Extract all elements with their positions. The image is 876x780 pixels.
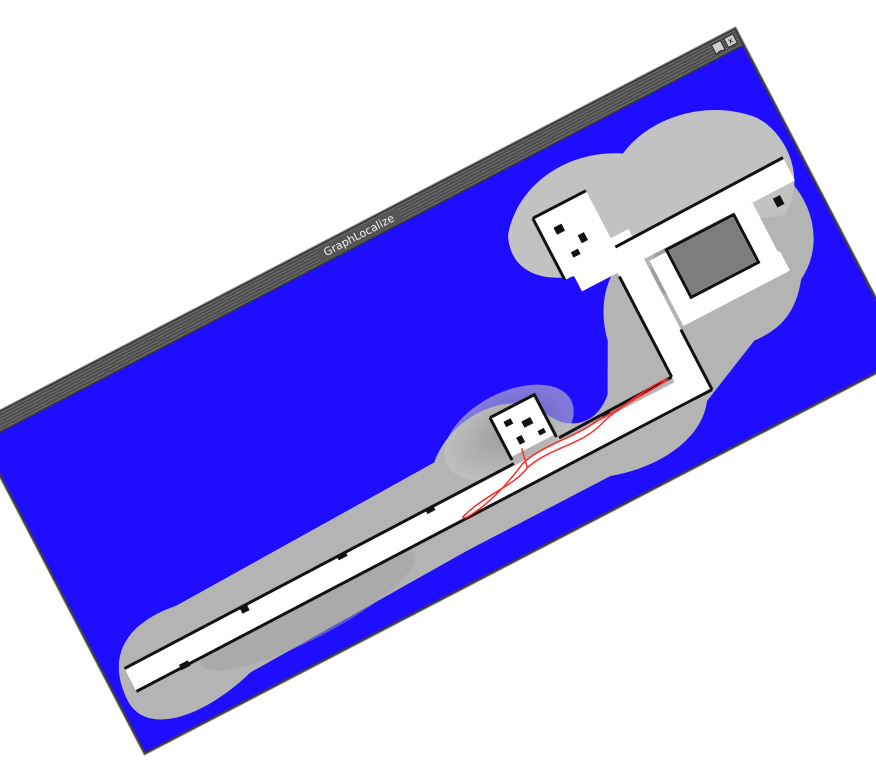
obstacle-speckle — [537, 427, 547, 436]
sensor-coverage-region — [118, 110, 814, 720]
obstacle-walls — [123, 156, 784, 693]
obstacle-speckle — [503, 418, 514, 428]
obstacle-speckle — [336, 551, 348, 561]
wall-main-bottom — [135, 388, 713, 693]
small-room — [490, 395, 555, 458]
occupancy-map-canvas[interactable] — [0, 46, 876, 752]
obstacle-speckle — [178, 660, 191, 671]
wall-upper-top — [614, 156, 784, 249]
close-button[interactable]: x — [723, 33, 739, 49]
obstacle-speckle — [516, 434, 526, 445]
graphlocalize-window: GraphLocalize _ x — [0, 27, 876, 755]
obstacle-speckle — [772, 195, 785, 208]
inner-room-unexplored — [669, 217, 756, 295]
obstacle-speckle — [570, 248, 581, 258]
vertical-corridor — [601, 229, 713, 404]
wall-small-room — [488, 392, 558, 461]
wall-upper-room — [531, 189, 587, 281]
occupancy-map — [118, 110, 814, 720]
main-corridor — [124, 377, 696, 692]
coverage-lower-glow — [200, 547, 416, 671]
obstacle-speckle — [521, 416, 534, 428]
wall-vertical-left — [618, 275, 674, 378]
square-room-bottom-corridor — [673, 251, 790, 326]
obstacle-speckle — [424, 504, 436, 515]
obstacle-speckle — [600, 409, 612, 419]
wall-square-room — [664, 212, 761, 300]
square-room-right-corridor — [732, 202, 785, 275]
minimize-button[interactable]: _ — [710, 39, 726, 55]
upper-corridor — [571, 159, 795, 292]
wall-vertical-right — [679, 328, 714, 391]
obstacle-speckle — [553, 223, 566, 235]
obstacle-speckle — [577, 232, 589, 244]
square-room-left-wall-corridor — [649, 251, 695, 314]
obstacle-speckle — [239, 604, 250, 614]
robot-trajectory — [461, 378, 669, 519]
wall-main-top — [123, 375, 673, 670]
obstacle-speckles — [178, 195, 785, 671]
